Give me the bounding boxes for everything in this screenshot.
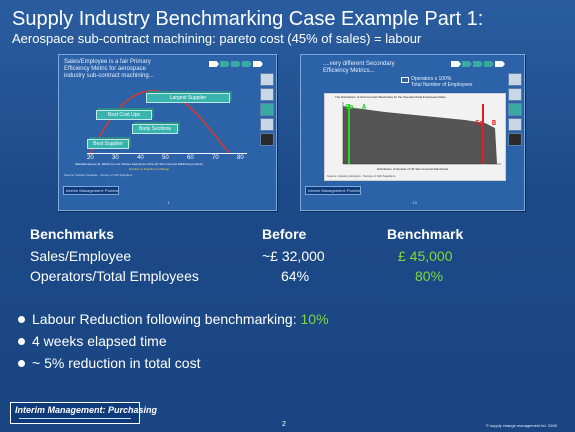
table-row-label: Operators/Total Employees bbox=[30, 268, 199, 284]
thumb1-x-axis bbox=[87, 153, 247, 154]
nav-arrow-icon bbox=[209, 61, 219, 67]
thumb2-bar-chart bbox=[342, 102, 501, 165]
thumb1-bar-largest-supplier: Largest Supplier bbox=[146, 93, 230, 103]
handshake-icon bbox=[260, 133, 274, 146]
bullet-text: Labour Reduction following benchmarking: bbox=[32, 311, 301, 327]
nav-arrow-icon bbox=[220, 61, 230, 67]
document-icon bbox=[508, 118, 522, 131]
bullet-icon bbox=[18, 359, 25, 367]
thumb1-source: Source: Industry Analysis - Survey of 10… bbox=[64, 173, 133, 177]
table-row-benchmark: 80% bbox=[415, 268, 444, 284]
thumb2-x-caption: Distribution of Sample of UK Sub-Contrac… bbox=[377, 167, 449, 171]
thumbnail-slide-operator-ratio[interactable]: ....very different Secondary Efficiency … bbox=[300, 54, 525, 211]
table-header-benchmark: Benchmark bbox=[387, 226, 464, 242]
thumb1-text: Sales/Employee is a fair Primary Efficie… bbox=[64, 59, 184, 80]
stack-icon bbox=[260, 103, 274, 116]
table-row-before: 64% bbox=[281, 268, 310, 284]
thumb1-footer-logo: Interim Management: Purchasing bbox=[63, 186, 119, 195]
document-icon bbox=[260, 118, 274, 131]
thumb1-page-number: 1 bbox=[167, 200, 170, 205]
table-header-benchmarks: Benchmarks bbox=[30, 226, 115, 242]
thumb2-label-co-b: Co. B bbox=[475, 119, 497, 127]
thumb1-tick: 80 bbox=[237, 155, 244, 161]
thumb1-axis-caption2: Number of Suppliers in Range bbox=[129, 167, 170, 171]
thumb1-bar-best-supplier: Best Supplier bbox=[87, 139, 129, 149]
bullet-value: 10% bbox=[300, 311, 329, 327]
nav-arrow-icon bbox=[253, 61, 263, 67]
thumb1-tick: 50 bbox=[162, 155, 169, 161]
thumb1-text-line2: Efficiency Metric for aerospace bbox=[64, 66, 146, 72]
thumb2-nav-arrows bbox=[451, 61, 505, 67]
stack-icon bbox=[508, 73, 522, 86]
thumb1-tick: 70 bbox=[212, 155, 219, 161]
stack-icon bbox=[260, 88, 274, 101]
bullet-icon bbox=[18, 337, 25, 345]
nav-arrow-icon bbox=[462, 61, 472, 67]
thumb2-text-line1: ....very different Secondary bbox=[323, 61, 395, 67]
stack-icon bbox=[508, 103, 522, 116]
thumb1-tick: 30 bbox=[112, 155, 119, 161]
legend-box-icon bbox=[401, 77, 409, 83]
nav-arrow-icon bbox=[231, 61, 241, 67]
bullet-text: 4 weeks elapsed time bbox=[32, 333, 167, 349]
thumb1-bar-best-cost-ups: Best Cost Ups bbox=[96, 110, 152, 120]
thumb1-bar-body-sections: Body Sections bbox=[132, 124, 178, 134]
table-row-before: ~£ 32,000 bbox=[262, 248, 325, 264]
thumbnail-slide-sales-employee[interactable]: Sales/Employee is a fair Primary Efficie… bbox=[58, 54, 277, 211]
thumb1-nav-arrows bbox=[209, 61, 263, 67]
thumb1-text-line1: Sales/Employee is a fair Primary bbox=[64, 59, 151, 65]
thumb2-side-icons bbox=[508, 73, 522, 146]
table-header-before: Before bbox=[262, 226, 307, 242]
table-row-benchmark: £ 45,000 bbox=[398, 248, 453, 264]
bullet-icon bbox=[18, 315, 25, 323]
stack-icon bbox=[508, 88, 522, 101]
slide-title: Supply Industry Benchmarking Case Exampl… bbox=[12, 8, 484, 30]
nav-arrow-icon bbox=[451, 61, 461, 67]
company-logo: Interim Management: Purchasing bbox=[10, 402, 157, 424]
thumb2-source: Source: Industry Analysis - Survey of 10… bbox=[327, 174, 396, 178]
thumb1-distribution-curve bbox=[88, 90, 230, 156]
thumb2-legend-line2: Total Number of Employees bbox=[411, 82, 473, 88]
thumb2-chart-title: The Distribution of Sub-Contract Machini… bbox=[335, 95, 446, 99]
thumb2-text-line2: Efficiency Metrics... bbox=[323, 68, 375, 74]
thumb1-tick: 40 bbox=[137, 155, 144, 161]
nav-arrow-icon bbox=[495, 61, 505, 67]
thumb2-legend-line1: Operators x 100% bbox=[411, 76, 452, 82]
bullet-item: ~ 5% reduction in total cost bbox=[18, 355, 201, 371]
copyright-notice: © supply change management ltd. 2008 bbox=[486, 423, 557, 428]
logo-underline bbox=[19, 418, 131, 419]
bullet-item: Labour Reduction following benchmarking:… bbox=[18, 311, 329, 327]
nav-arrow-icon bbox=[484, 61, 494, 67]
thumb1-tick: 20 bbox=[87, 155, 94, 161]
page-number: 2 bbox=[282, 421, 286, 428]
slide-subtitle: Aerospace sub-contract machining: pareto… bbox=[12, 31, 422, 46]
stack-icon bbox=[260, 73, 274, 86]
thumb1-tick: 60 bbox=[187, 155, 194, 161]
thumb1-side-icons bbox=[260, 73, 274, 146]
handshake-icon bbox=[508, 133, 522, 146]
thumb2-text: ....very different Secondary Efficiency … bbox=[323, 61, 433, 75]
table-row-label: Sales/Employee bbox=[30, 248, 132, 264]
thumb2-legend: Operators x 100% Total Number of Employe… bbox=[411, 76, 472, 88]
bullet-item: 4 weeks elapsed time bbox=[18, 333, 167, 349]
thumb2-label-co-a: Co. A bbox=[345, 103, 367, 111]
nav-arrow-icon bbox=[242, 61, 252, 67]
thumb1-axis-caption: Sales/Employee (£, 000s) for Low Volume … bbox=[75, 162, 204, 166]
thumb2-page-number: 10 bbox=[412, 200, 417, 205]
logo-text: Interim Management: Purchasing bbox=[15, 405, 158, 415]
bullet-text: ~ 5% reduction in total cost bbox=[32, 355, 201, 371]
nav-arrow-icon bbox=[473, 61, 483, 67]
thumb1-text-line3: industry sub-contract machining... bbox=[64, 73, 154, 79]
thumb2-footer-logo: Interim Management: Purchasing bbox=[305, 186, 361, 195]
thumb2-chart-panel: The Distribution of Sub-Contract Machini… bbox=[324, 93, 506, 181]
